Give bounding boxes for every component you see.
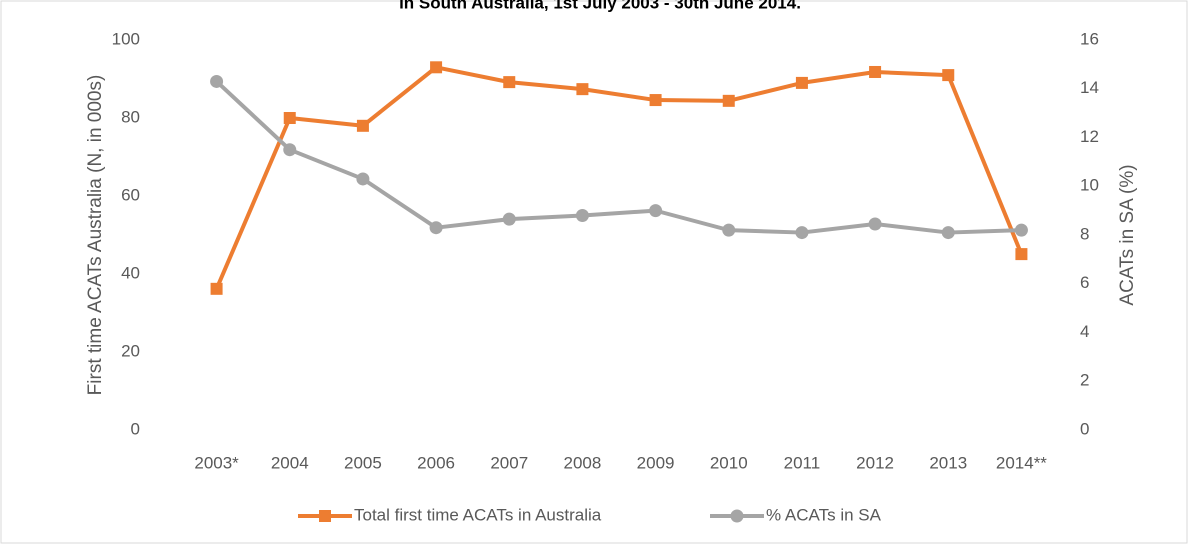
legend-marker (730, 509, 744, 523)
y-tick-label: 60 (121, 185, 140, 204)
legend-marker (319, 510, 331, 522)
x-tick-label: 2007 (490, 453, 528, 472)
x-tick-label: 2009 (637, 453, 675, 472)
y2-tick-label: 6 (1080, 273, 1089, 292)
x-tick-label: 2010 (710, 453, 748, 472)
x-tick-label: 2004 (271, 453, 309, 472)
point-marker (356, 172, 370, 186)
y-tick-label: 40 (121, 263, 140, 282)
chart-title: in South Australia, 1st July 2003 - 30th… (399, 0, 801, 12)
point-marker (868, 217, 882, 231)
series-line (214, 65, 1024, 290)
legend-label: Total first time ACATs in Australia (354, 505, 602, 524)
point-marker (502, 212, 516, 226)
point-marker (722, 223, 736, 237)
x-tick-label: 2008 (564, 453, 602, 472)
point-marker (942, 69, 955, 82)
x-tick-label: 2011 (784, 453, 821, 472)
point-marker (575, 209, 589, 222)
point-marker (941, 226, 955, 240)
x-tick-label: 2005 (344, 453, 382, 472)
series-line (215, 79, 1022, 235)
y-tick-label: 100 (112, 29, 140, 48)
y2-tick-label: 0 (1080, 419, 1089, 438)
point-marker (283, 143, 297, 157)
y2-tick-label: 8 (1080, 224, 1089, 243)
point-marker (283, 112, 296, 124)
y-tick-label: 80 (121, 107, 140, 126)
x-tick-label: 2006 (417, 453, 455, 472)
y-axis-label: First time ACATs Australia (N, in 000s) (85, 75, 106, 396)
y2-axis-label: ACATs in SA (%) (1117, 164, 1138, 305)
point-marker (795, 226, 809, 240)
y2-tick-label: 2 (1080, 371, 1089, 390)
point-marker (430, 61, 443, 74)
y2-tick-label: 16 (1080, 29, 1099, 48)
point-marker (869, 65, 882, 78)
point-marker (795, 76, 808, 89)
point-marker (649, 204, 663, 218)
x-tick-label: 2014** (996, 453, 1047, 472)
x-tick-label: 2013 (929, 453, 967, 472)
y-tick-label: 20 (121, 341, 140, 360)
y2-tick-label: 10 (1080, 176, 1099, 195)
point-marker (722, 94, 735, 107)
y2-tick-label: 14 (1080, 78, 1099, 97)
point-marker (356, 119, 369, 132)
point-marker (210, 282, 223, 295)
point-marker (649, 94, 662, 107)
y-tick-label: 0 (131, 419, 140, 438)
y2-tick-label: 4 (1080, 322, 1089, 341)
point-marker (210, 74, 224, 88)
point-marker (1015, 248, 1028, 261)
legend-label: % ACATs in SA (766, 505, 882, 524)
point-marker (576, 83, 589, 96)
x-tick-label: 2003* (194, 453, 239, 472)
y2-tick-label: 12 (1080, 127, 1099, 146)
x-tick-label: 2012 (856, 453, 894, 472)
point-marker (429, 221, 443, 235)
point-marker (1014, 223, 1028, 237)
point-marker (503, 76, 516, 89)
